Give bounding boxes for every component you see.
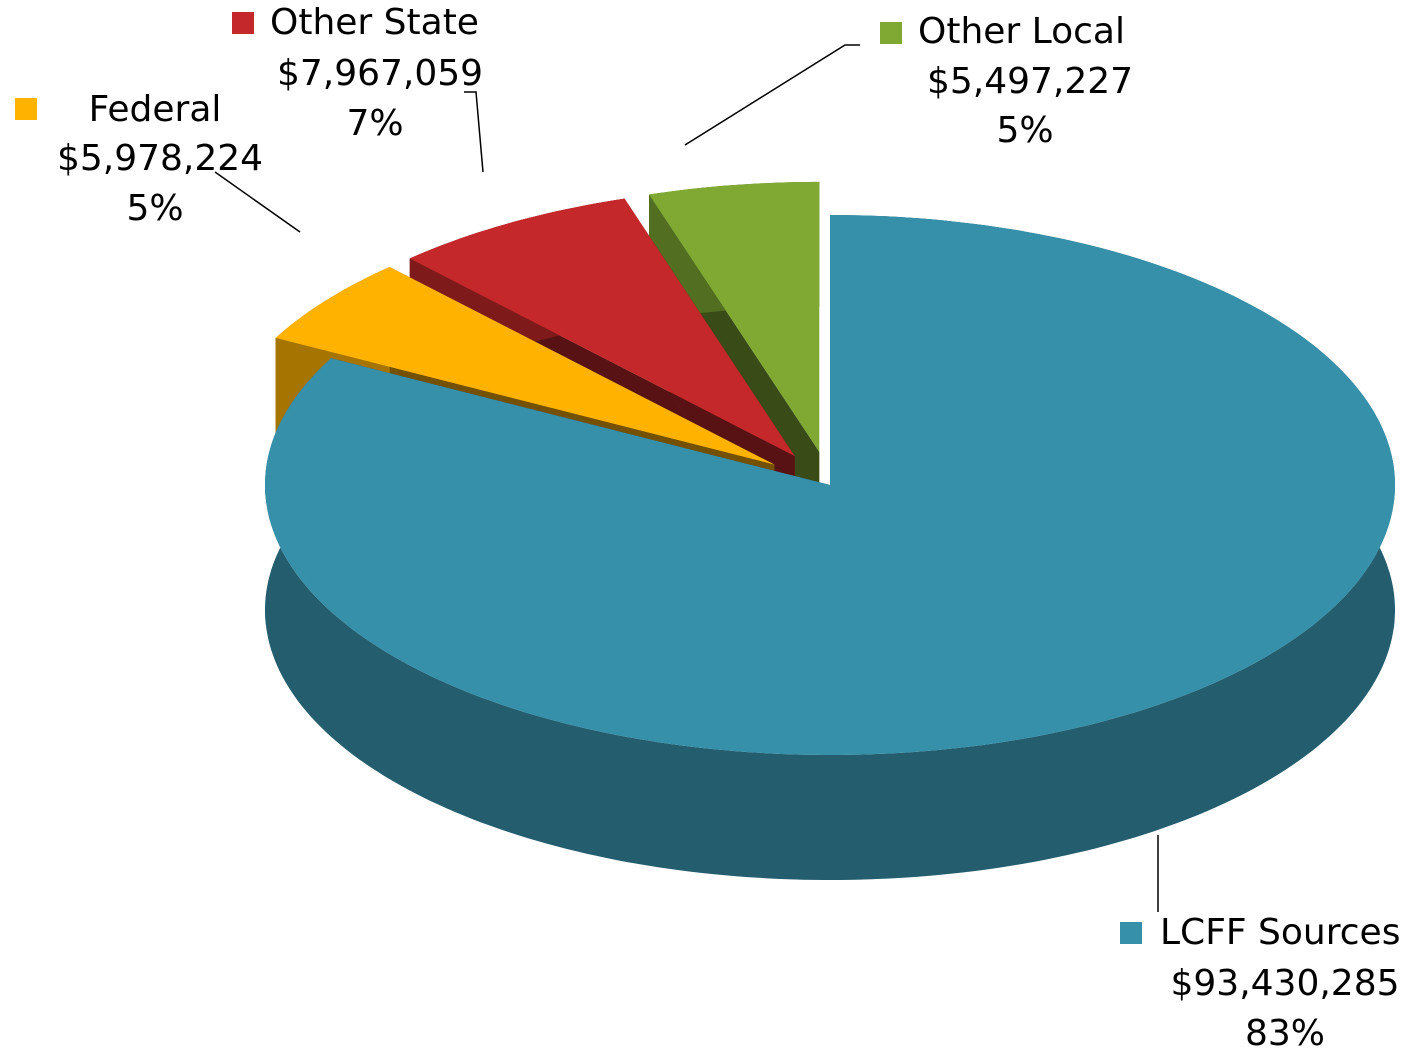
legend-swatch <box>232 12 254 34</box>
category-label: Other State <box>270 2 479 43</box>
category-label: Federal <box>89 89 222 130</box>
leader-line <box>464 91 484 173</box>
category-label: Other Local <box>918 11 1125 52</box>
percent-label: 5% <box>126 188 183 229</box>
pie-slice <box>409 198 795 457</box>
value-label: $7,967,059 <box>277 53 483 94</box>
pie-slice <box>649 181 820 452</box>
pie-slice <box>265 215 1395 755</box>
legend-swatch <box>15 98 37 120</box>
leader-line <box>684 44 860 146</box>
value-label: $93,430,285 <box>1170 963 1399 1004</box>
percent-label: 5% <box>996 110 1053 151</box>
percent-label: 7% <box>346 103 403 144</box>
percent-label: 83% <box>1245 1013 1325 1050</box>
legend-swatch <box>1120 922 1142 944</box>
value-label: $5,978,224 <box>57 138 263 179</box>
legend-swatch <box>880 22 902 44</box>
category-label: LCFF Sources <box>1160 912 1400 953</box>
pie-slice <box>275 267 775 465</box>
value-label: $5,497,227 <box>927 61 1133 102</box>
leader-line <box>214 171 301 233</box>
slice <box>265 215 1395 880</box>
